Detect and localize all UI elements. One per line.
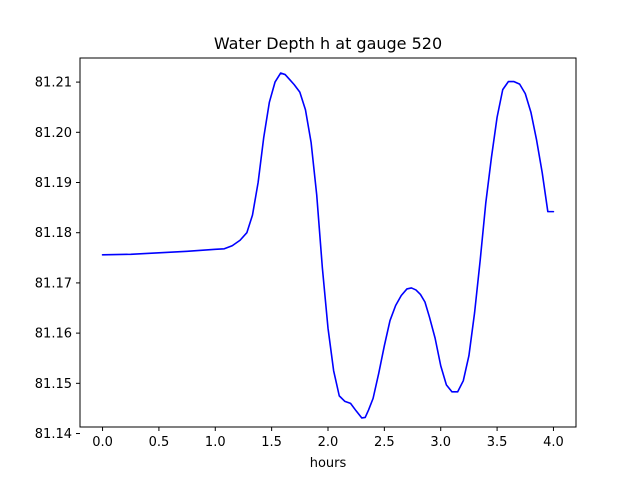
y-tick-label: 81.15 bbox=[35, 377, 72, 392]
x-tick-label: 2.0 bbox=[318, 435, 339, 450]
y-tick-label: 81.16 bbox=[35, 327, 72, 342]
x-axis-label: hours bbox=[310, 456, 347, 471]
x-tick-label: 0.5 bbox=[149, 435, 170, 450]
x-tick-label: 1.5 bbox=[261, 435, 282, 450]
plot-frame bbox=[79, 57, 577, 428]
data-layer bbox=[101, 72, 555, 419]
y-tick-label: 81.19 bbox=[35, 176, 72, 191]
y-tick-label: 81.21 bbox=[35, 76, 72, 91]
y-tick-label: 81.14 bbox=[35, 427, 72, 442]
x-tick-label: 2.5 bbox=[374, 435, 395, 450]
x-tick-label: 4.0 bbox=[543, 435, 564, 450]
chart-title: Water Depth h at gauge 520 bbox=[214, 34, 442, 53]
plot-area bbox=[79, 57, 577, 428]
y-tick-label: 81.20 bbox=[35, 126, 72, 141]
x-tick-label: 3.0 bbox=[430, 435, 451, 450]
y-axis: 81.14 81.15 81.16 81.17 81.18 81.19 81.20 81.21 bbox=[35, 76, 80, 442]
x-axis: 0.0 0.5 1.0 1.5 2.0 2.5 3.0 3.5 4.0 bbox=[92, 427, 564, 450]
x-tick-label: 3.5 bbox=[487, 435, 508, 450]
x-tick-label: 1.0 bbox=[205, 435, 226, 450]
y-tick-label: 81.17 bbox=[35, 276, 72, 291]
series-line bbox=[101, 72, 555, 419]
x-tick-label: 0.0 bbox=[92, 435, 113, 450]
y-tick-label: 81.18 bbox=[35, 226, 72, 241]
